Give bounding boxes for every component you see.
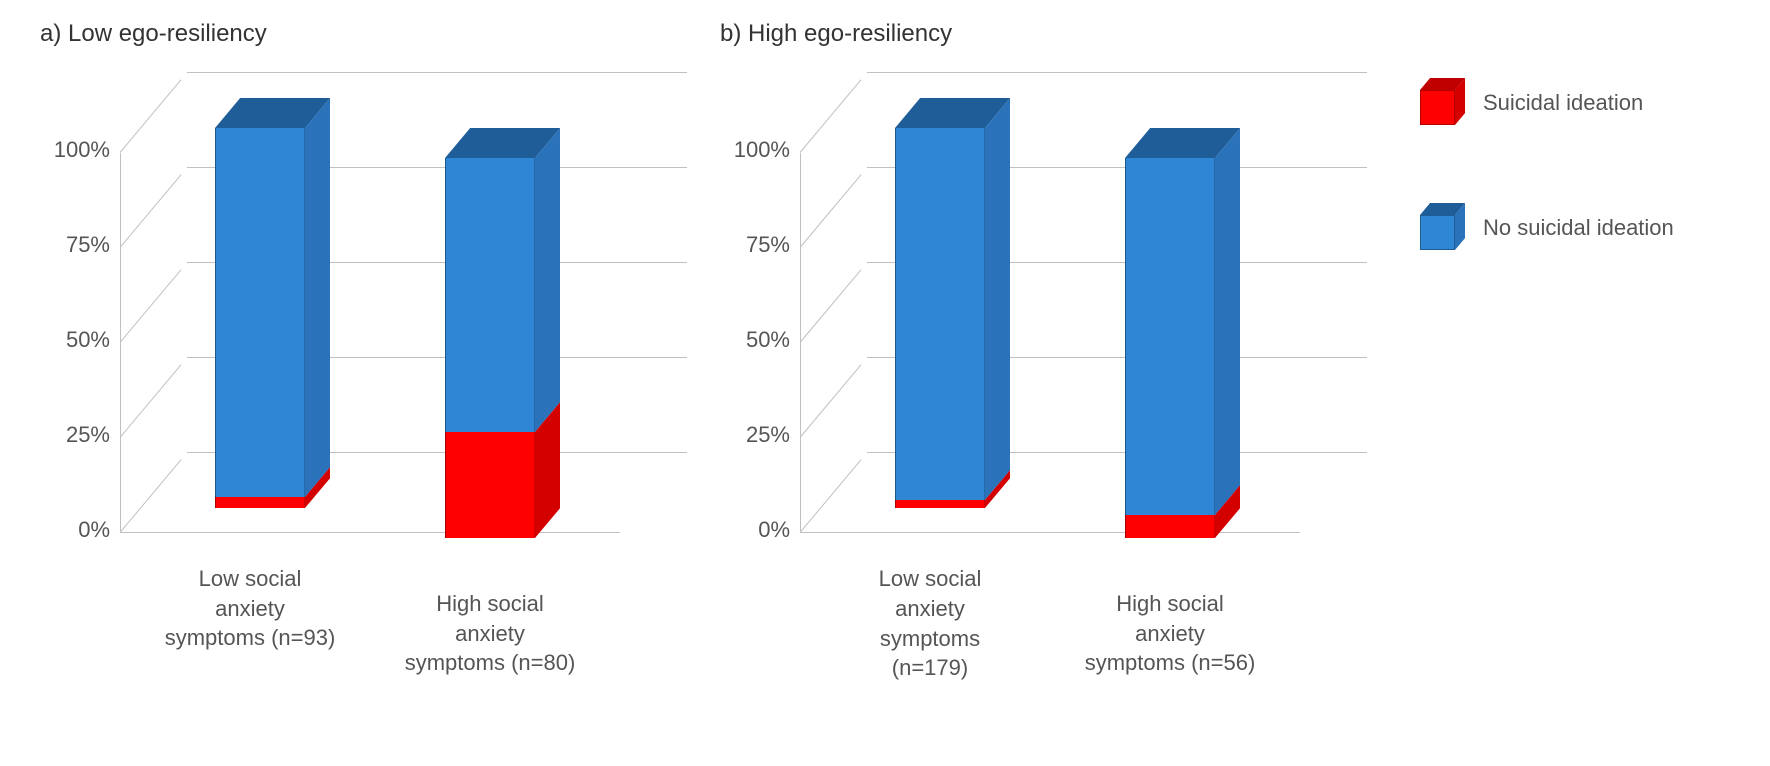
legend-swatch-icon <box>1420 80 1465 125</box>
bar-seg-no-suicidal <box>895 128 985 500</box>
ytick-label: 100% <box>40 137 110 163</box>
legend-label: No suicidal ideation <box>1483 215 1674 241</box>
gridline <box>120 174 182 247</box>
bar-side-no-suicidal <box>535 128 560 431</box>
bar-seg-suicidal <box>445 432 535 538</box>
bar-side-no-suicidal <box>1215 128 1240 515</box>
y-axis-line <box>120 153 121 533</box>
bar-side <box>305 98 330 508</box>
bar-seg-no-suicidal <box>445 158 535 432</box>
category-label: Low social anxiety symptoms (n=93) <box>140 564 360 653</box>
figure: a) Low ego-resiliency 0% 25% 50% 75% 100… <box>20 20 1750 578</box>
gridline <box>120 79 182 152</box>
legend-swatch-icon <box>1420 205 1465 250</box>
ytick-label: 0% <box>720 517 790 543</box>
bar-seg-suicidal <box>895 500 985 508</box>
panel-b: b) High ego-resiliency 0% 25% 50% 75% 10… <box>700 20 1380 578</box>
legend: Suicidal ideation No suicidal ideation <box>1420 80 1674 330</box>
ytick-label: 75% <box>720 232 790 258</box>
category-label: High social anxiety symptoms (n=56) <box>1060 589 1280 678</box>
gridline <box>800 79 862 152</box>
cat-line: High social <box>1116 591 1224 616</box>
gridline <box>800 174 862 247</box>
ytick-label: 25% <box>720 422 790 448</box>
ytick-label: 50% <box>720 327 790 353</box>
bar-front <box>445 158 535 538</box>
bar-seg-no-suicidal <box>1125 158 1215 515</box>
ytick-label: 75% <box>40 232 110 258</box>
cat-line: anxiety <box>895 596 965 621</box>
bar-side <box>1215 128 1240 538</box>
cat-line: Low social <box>199 566 302 591</box>
category-label: Low social anxiety symptoms (n=179) <box>820 564 1040 683</box>
gridline <box>867 72 1367 73</box>
ytick-label: 100% <box>720 137 790 163</box>
cat-line: Low social <box>879 566 982 591</box>
bar-front <box>215 128 305 508</box>
cat-line: anxiety <box>1135 621 1205 646</box>
bar-front <box>895 128 985 508</box>
legend-item-suicidal: Suicidal ideation <box>1420 80 1674 125</box>
bar-side <box>535 128 560 538</box>
ytick-label: 25% <box>40 422 110 448</box>
cat-line: (n=179) <box>892 655 968 680</box>
legend-item-no-suicidal: No suicidal ideation <box>1420 205 1674 250</box>
ytick-label: 0% <box>40 517 110 543</box>
panel-a: a) Low ego-resiliency 0% 25% 50% 75% 100… <box>20 20 700 578</box>
bar-side-no-suicidal <box>305 98 330 496</box>
gridline <box>120 532 621 533</box>
gridline <box>800 459 862 532</box>
gridline <box>120 459 182 532</box>
cat-line: High social <box>436 591 544 616</box>
cat-line: symptoms <box>880 626 980 651</box>
gridline <box>187 72 687 73</box>
panel-a-chart: 0% 25% 50% 75% 100% <box>40 58 680 578</box>
cat-line: symptoms (n=93) <box>165 625 336 650</box>
bar-seg-suicidal <box>1125 515 1215 538</box>
cat-line: anxiety <box>455 621 525 646</box>
legend-label: Suicidal ideation <box>1483 90 1643 116</box>
cat-line: anxiety <box>215 596 285 621</box>
y-axis-line <box>800 153 801 533</box>
gridline <box>800 364 862 437</box>
cat-line: symptoms (n=80) <box>405 650 576 675</box>
gridline <box>800 269 862 342</box>
category-label: High social anxiety symptoms (n=80) <box>380 589 600 678</box>
bar-side-no-suicidal <box>985 98 1010 500</box>
bar-front <box>1125 158 1215 538</box>
gridline <box>120 269 182 342</box>
panel-b-title: b) High ego-resiliency <box>720 20 1380 48</box>
panel-b-chart: 0% 25% 50% 75% 100% <box>720 58 1360 578</box>
ytick-label: 50% <box>40 327 110 353</box>
bar-seg-suicidal <box>215 497 305 508</box>
bar-side <box>985 98 1010 508</box>
bar-seg-no-suicidal <box>215 128 305 497</box>
gridline <box>120 364 182 437</box>
panel-a-title: a) Low ego-resiliency <box>40 20 700 48</box>
gridline <box>800 532 1301 533</box>
cat-line: symptoms (n=56) <box>1085 650 1256 675</box>
